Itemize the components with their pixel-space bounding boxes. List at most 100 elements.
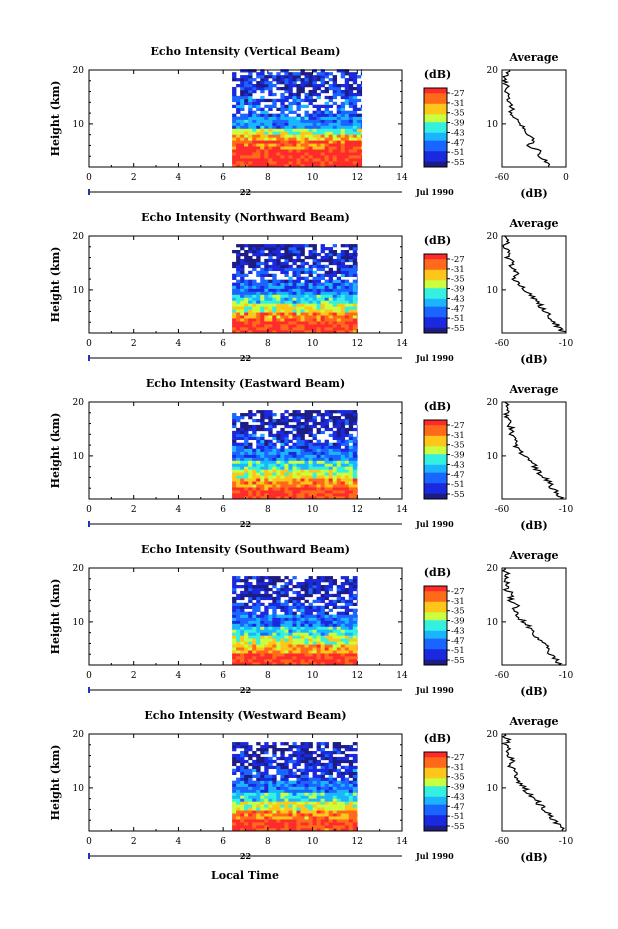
heatmap-cell: [272, 294, 277, 298]
heatmap-cell: [280, 644, 285, 648]
heatmap-cell: [328, 448, 333, 452]
heatmap-cell: [252, 285, 257, 289]
heatmap-cell: [236, 137, 241, 141]
heatmap-cell: [236, 161, 241, 165]
heatmap-cell: [312, 288, 317, 292]
heatmap-cell: [276, 113, 281, 117]
heatmap-cell: [300, 641, 305, 645]
heatmap-cell: [304, 780, 309, 784]
heatmap-cell: [308, 765, 313, 770]
heatmap-cell: [260, 288, 265, 292]
colorbar-segment: [424, 780, 447, 784]
heatmap-cell: [328, 78, 333, 82]
heatmap-cell: [332, 78, 338, 82]
heatmap-cell: [256, 783, 261, 787]
heatmap-cell: [240, 596, 245, 601]
heatmap-cell: [340, 164, 346, 168]
heatmap-cell: [316, 125, 321, 129]
heatmap-cell: [340, 309, 346, 313]
heatmap-cell: [300, 424, 305, 429]
heatmap-cell: [292, 250, 297, 254]
heatmap-cell: [276, 478, 281, 482]
heatmap-cell: [296, 273, 301, 277]
heatmap-cell: [236, 638, 241, 642]
average-y-tick-label: 20: [487, 232, 499, 242]
heatmap-cell: [312, 629, 317, 633]
heatmap-cell: [232, 125, 237, 129]
heatmap-cell: [268, 439, 273, 443]
heatmap-cell: [260, 164, 265, 168]
heatmap-cell: [288, 125, 293, 129]
heatmap-cell: [280, 801, 285, 805]
heatmap-cell: [292, 433, 297, 438]
heatmap-cell: [316, 762, 321, 767]
heatmap-cell: [288, 466, 293, 470]
colorbar-segment: [424, 757, 447, 761]
heatmap-cell: [280, 810, 285, 814]
heatmap-cell: [300, 416, 305, 420]
heatmap-cell: [288, 822, 293, 826]
heatmap-cell: [256, 596, 261, 601]
heatmap-cell: [256, 786, 261, 790]
heatmap-cell: [344, 771, 350, 775]
heatmap-cell: [268, 478, 273, 482]
heatmap-cell: [236, 430, 241, 435]
heatmap-cell: [240, 155, 245, 159]
heatmap-cell: [252, 828, 257, 832]
heatmap-cell: [272, 288, 277, 292]
heatmap-cell: [320, 599, 325, 604]
heatmap-cell: [248, 828, 253, 832]
heatmap-cell: [344, 765, 350, 770]
heatmap-cell: [288, 250, 293, 254]
heatmap-cells: [232, 244, 358, 334]
heatmap-cell: [248, 84, 253, 88]
heatmap-cell: [292, 294, 297, 298]
heatmap-cell: [272, 152, 277, 156]
heatmap-cell: [268, 104, 273, 109]
heatmap-cell: [232, 487, 237, 491]
heatmap-cell: [316, 481, 321, 485]
heatmap-cell: [288, 324, 293, 328]
heatmap-cell: [276, 451, 281, 455]
heatmap-cell: [300, 86, 305, 91]
heatmap-cell: [348, 599, 354, 604]
heatmap-cell: [292, 457, 297, 461]
colorbar-tick-label: -31: [451, 265, 465, 275]
heatmap-cell: [344, 623, 350, 627]
heatmap-cell: [232, 768, 237, 773]
heatmap-cell: [260, 421, 265, 426]
heatmap-cell: [300, 475, 305, 479]
heatmap-cell: [340, 780, 346, 784]
heatmap-cell: [272, 644, 277, 648]
heatmap-cell: [292, 146, 297, 150]
heatmap-cell: [244, 137, 249, 141]
heatmap-cell: [304, 813, 309, 817]
heatmap-cell: [328, 86, 333, 91]
heatmap-cell: [328, 273, 333, 277]
heatmap-cell: [320, 593, 325, 598]
heatmap-cell: [284, 825, 289, 829]
heatmap-cell: [292, 143, 297, 147]
heatmap-cell: [292, 828, 297, 832]
heatmap-cell: [324, 146, 329, 150]
heatmap-cell: [336, 804, 342, 808]
heatmap-cell: [340, 448, 346, 452]
heatmap-cell: [260, 786, 265, 790]
heatmap-cell: [300, 632, 305, 636]
heatmap-cell: [344, 69, 350, 73]
heatmap-cell: [356, 155, 362, 159]
heatmap-cell: [296, 267, 301, 272]
heatmap-cell: [268, 662, 273, 666]
heatmap-cell: [296, 748, 301, 752]
heatmap-cell: [332, 756, 338, 761]
heatmap-cell: [284, 822, 289, 826]
heatmap-cell: [244, 255, 249, 260]
heatmap-cell: [328, 813, 333, 817]
heatmap-cell: [240, 469, 245, 473]
heatmap-cell: [272, 635, 277, 639]
heatmap-cell: [352, 632, 358, 636]
heatmap-cell: [320, 327, 325, 331]
heatmap-cell: [260, 267, 265, 272]
heatmap-cell: [276, 300, 281, 304]
heatmap-cell: [280, 98, 285, 103]
